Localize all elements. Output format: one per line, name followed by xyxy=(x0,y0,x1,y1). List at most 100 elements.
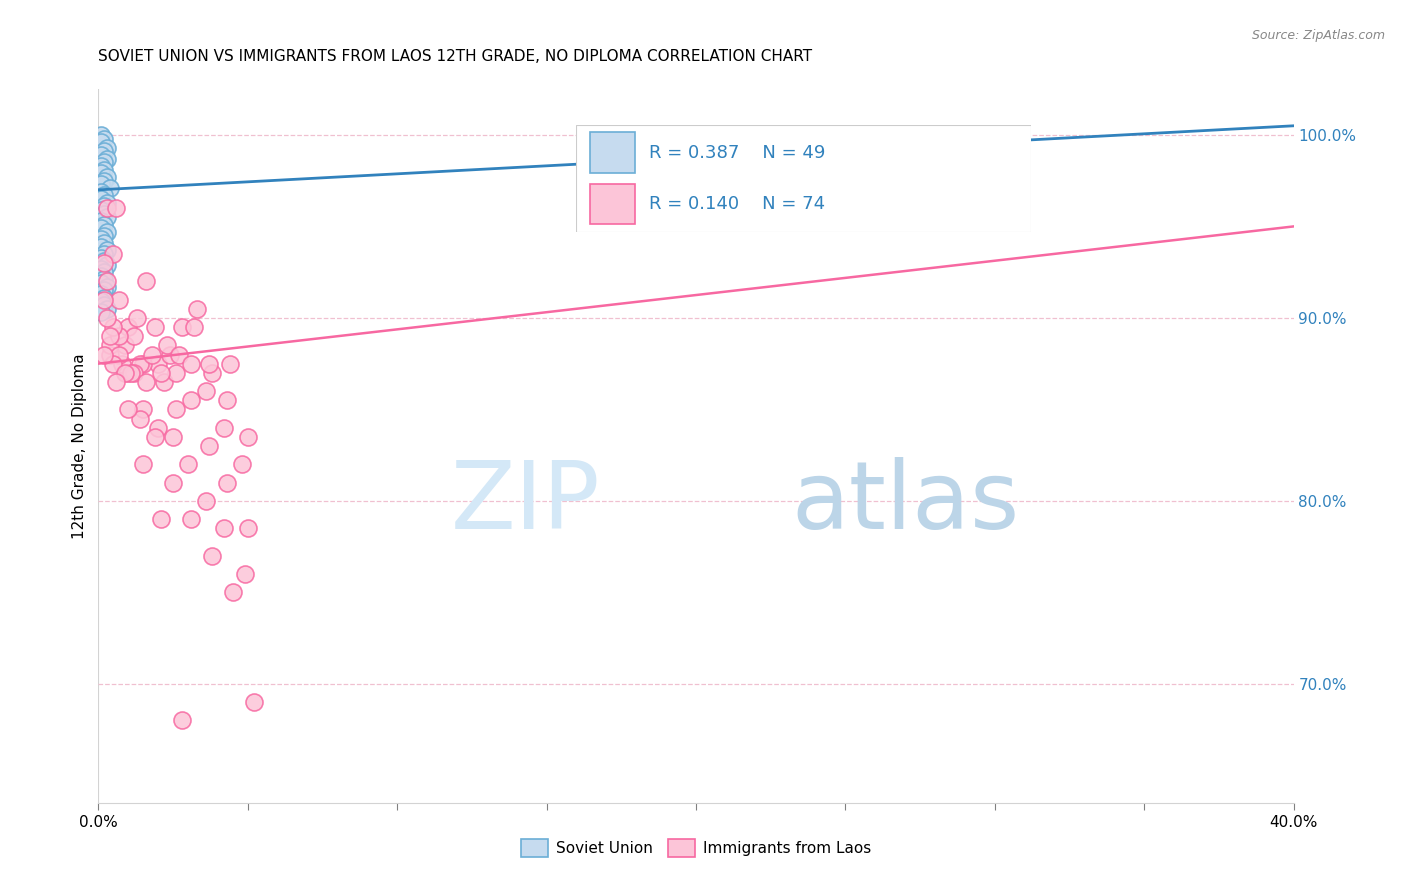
Point xyxy=(90,202,112,217)
Point xyxy=(108,329,131,343)
Point xyxy=(98,329,122,343)
Point xyxy=(105,201,128,215)
Point xyxy=(159,347,181,361)
Point xyxy=(150,366,173,380)
Point xyxy=(96,258,118,272)
Point xyxy=(156,338,179,352)
Point xyxy=(132,402,155,417)
Point xyxy=(93,247,115,261)
Point xyxy=(177,458,200,472)
Point xyxy=(114,366,136,380)
Point xyxy=(93,291,115,305)
Point xyxy=(90,135,112,149)
Point xyxy=(165,366,187,380)
Point xyxy=(103,357,125,371)
Point xyxy=(93,145,115,159)
Point xyxy=(93,347,115,361)
Point xyxy=(186,301,208,316)
Point xyxy=(93,188,115,202)
Point xyxy=(219,357,242,371)
Point xyxy=(124,329,146,343)
Point xyxy=(96,152,118,166)
Point xyxy=(201,366,224,380)
Point xyxy=(90,261,112,276)
Point xyxy=(180,357,202,371)
Point xyxy=(162,475,184,490)
Point xyxy=(117,402,139,417)
Point xyxy=(93,131,115,145)
Point xyxy=(215,393,238,408)
Point xyxy=(90,178,112,192)
Point xyxy=(90,128,112,142)
Point xyxy=(129,411,152,425)
Point xyxy=(108,347,131,361)
Point xyxy=(201,549,224,563)
Point xyxy=(162,430,184,444)
Point xyxy=(103,247,125,261)
Point xyxy=(90,276,112,290)
Point xyxy=(135,274,157,288)
Y-axis label: 12th Grade, No Diploma: 12th Grade, No Diploma xyxy=(72,353,87,539)
Point xyxy=(148,420,170,434)
Point xyxy=(172,320,194,334)
Point xyxy=(93,254,115,268)
Point xyxy=(148,357,170,371)
Point xyxy=(96,141,118,155)
Point xyxy=(105,375,128,389)
Point xyxy=(90,268,112,283)
Point xyxy=(150,512,173,526)
Point xyxy=(90,214,112,228)
Point xyxy=(96,201,118,215)
Point xyxy=(93,155,115,169)
Point xyxy=(93,272,115,286)
Point xyxy=(90,148,112,162)
Point xyxy=(172,714,194,728)
Point xyxy=(96,169,118,184)
Point xyxy=(93,235,115,250)
Point xyxy=(195,384,218,398)
Point xyxy=(96,301,118,316)
Point xyxy=(98,181,122,195)
Point xyxy=(93,162,115,177)
Point xyxy=(90,305,112,319)
Point xyxy=(90,294,112,309)
Point xyxy=(93,218,115,232)
Point xyxy=(90,221,112,235)
Point xyxy=(114,338,136,352)
Point xyxy=(183,320,205,334)
Point xyxy=(212,521,235,535)
Point xyxy=(243,695,266,709)
Point xyxy=(143,320,166,334)
Point xyxy=(236,430,259,444)
Point xyxy=(96,310,118,325)
Point xyxy=(117,366,139,380)
Point xyxy=(233,567,256,582)
Point xyxy=(165,402,187,417)
Point xyxy=(129,357,152,371)
Point xyxy=(93,293,115,307)
Point xyxy=(103,320,125,334)
Point xyxy=(117,320,139,334)
Text: atlas: atlas xyxy=(792,457,1019,549)
Point xyxy=(231,458,253,472)
Point xyxy=(93,256,115,270)
Point xyxy=(93,228,115,243)
Point xyxy=(93,284,115,298)
Point xyxy=(236,521,259,535)
Point xyxy=(143,430,166,444)
Point xyxy=(198,439,221,453)
Point xyxy=(96,225,118,239)
Text: Source: ZipAtlas.com: Source: ZipAtlas.com xyxy=(1251,29,1385,42)
Point xyxy=(198,357,221,371)
Point xyxy=(124,366,146,380)
Point xyxy=(93,174,115,188)
Point xyxy=(93,199,115,213)
Point xyxy=(90,159,112,173)
Text: ZIP: ZIP xyxy=(451,457,600,549)
Point xyxy=(96,244,118,258)
Point xyxy=(141,347,163,361)
Point xyxy=(98,347,122,361)
Text: SOVIET UNION VS IMMIGRANTS FROM LAOS 12TH GRADE, NO DIPLOMA CORRELATION CHART: SOVIET UNION VS IMMIGRANTS FROM LAOS 12T… xyxy=(98,49,813,64)
Point xyxy=(212,420,235,434)
Point xyxy=(108,293,131,307)
